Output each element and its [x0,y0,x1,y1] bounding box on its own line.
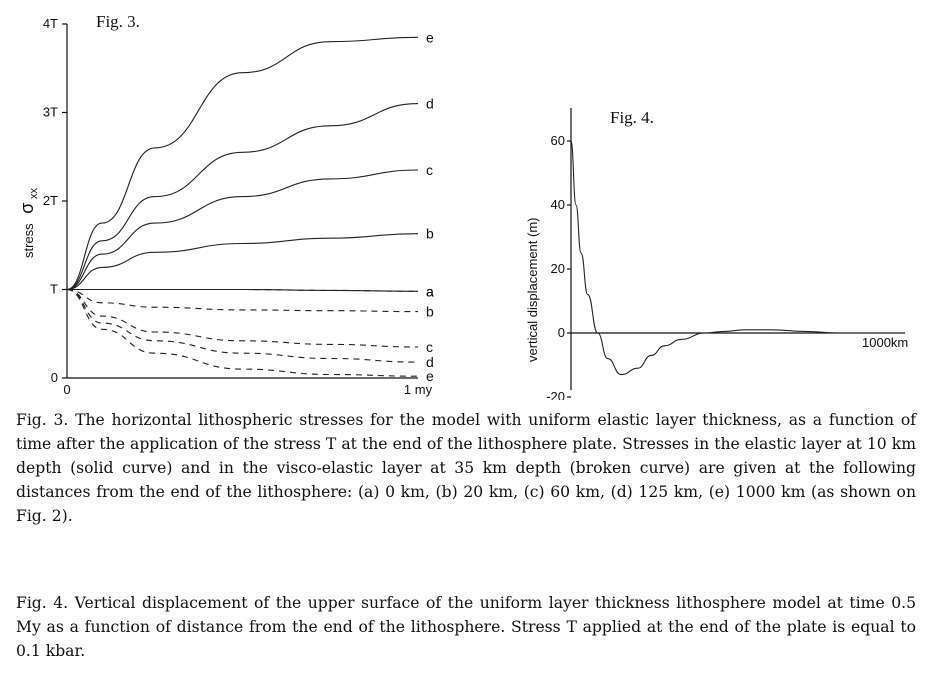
fig4-x-tick-end: 1000km [862,335,908,350]
fig3-series-label: c [426,339,433,355]
fig4-y-ticks: -20 0 20 40 60 [546,133,571,400]
fig3-x-tick-label: 1 my [404,382,433,397]
fig3-series-b-solid [66,233,419,291]
fig3-y-label-symbol: σ [17,203,37,214]
fig3-series-label: e [426,29,434,45]
fig3-series-d-solid [66,103,419,291]
fig3-series-e-solid [66,36,419,291]
fig3-x-ticks: 0 1 my [63,382,432,397]
fig3-series-label: a [426,283,434,299]
fig4-axes [570,108,905,390]
fig3-series-c-solid [66,169,419,291]
fig3-series-a-dashed [67,288,419,292]
fig3-series-label: c [426,162,433,178]
fig3-y-label-word: stress [21,223,36,258]
fig4-label: Fig. 4. [610,108,654,127]
fig3-series-label: b [426,226,434,242]
fig3-series-label: b [426,304,434,320]
fig3-y-tick-label: 3T [43,105,58,120]
fig3-y-tick-label: T [50,282,58,297]
fig3-x-tick-label: 0 [63,382,70,397]
fig4-caption: Fig. 4. Vertical displacement of the upp… [16,594,916,660]
fig3-y-ticks: 0 T 2T 3T 4T [43,16,67,385]
fig3-y-tick-label: 0 [51,370,58,385]
fig3-caption: Fig. 3. The horizontal lithospheric stre… [16,411,916,525]
fig3-label: Fig. 3. [96,12,140,31]
fig3-series-e-dashed [66,288,419,377]
fig3-series-c-dashed [66,288,419,348]
fig4-y-tick-label: 20 [551,261,565,276]
fig3-series-d-dashed [66,288,419,363]
fig3-series-b-dashed [66,288,419,313]
fig4-displacement-curve [570,140,905,376]
fig4-y-tick-label: 40 [551,197,565,212]
fig4-y-axis-label: vertical displacement (m) [525,218,540,363]
fig3-series-label: e [426,368,434,384]
fig4-y-tick-label: 0 [558,325,565,340]
fig4-series-group [570,140,905,376]
fig4-y-tick-label: -20 [546,389,565,400]
fig4-y-tick-label: 60 [551,133,565,148]
fig3-y-tick-label: 2T [43,193,58,208]
fig3-y-label-subscript: xx [28,187,40,199]
fig3-y-tick-label: 4T [43,16,58,31]
fig3-y-axis-label: stress σ xx [17,187,40,258]
figure-4-displacement-chart: Fig. 4. vertical displacement (m) 1000km… [525,108,908,400]
fig3-series-label: d [426,354,434,370]
fig3-series-label: a [426,283,434,299]
fig3-series-label: d [426,96,434,112]
